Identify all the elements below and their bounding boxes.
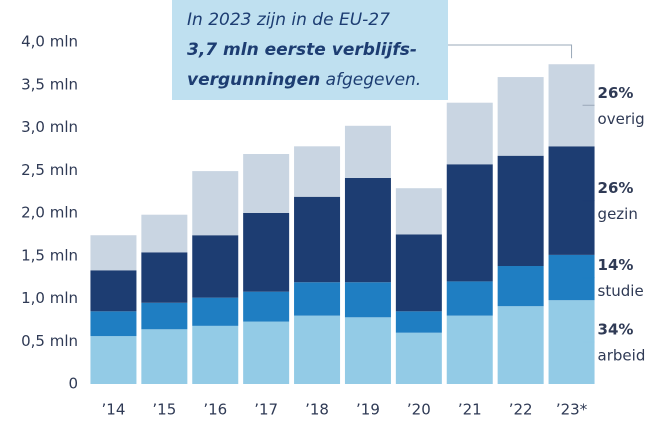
bar-segment	[243, 213, 290, 292]
annotation-segment: In 2023 zijn in de EU-27	[187, 10, 390, 30]
x-tick-label: ’18	[305, 401, 329, 419]
x-tick-label: ’23*	[556, 401, 588, 419]
bar-segment	[294, 146, 341, 197]
x-tick-label: ’17	[254, 401, 278, 419]
bar-segment	[497, 306, 544, 384]
y-tick-label: 0	[68, 375, 78, 393]
legend-share: 34%	[598, 321, 634, 339]
bar-segment	[497, 266, 544, 307]
x-tick-label: ’19	[356, 401, 380, 419]
bar-segment	[243, 154, 290, 213]
annotation-segment: afgegeven.	[320, 70, 421, 90]
bar-segment	[90, 311, 137, 337]
bar-segment	[344, 177, 391, 283]
legend-share: 26%	[598, 179, 634, 197]
y-tick-label: 0,5 mln	[21, 332, 78, 350]
bar-segment	[141, 329, 188, 384]
bar-segment	[395, 188, 442, 235]
bar-segment	[141, 252, 188, 303]
x-tick-label: ’16	[203, 401, 227, 419]
legend-share: 14%	[598, 256, 634, 274]
bar-segment	[192, 297, 239, 326]
bar-segment	[294, 196, 341, 283]
legend-name: studie	[598, 282, 644, 300]
bar-segment	[192, 171, 239, 236]
annotation-segment: vergunningen	[187, 70, 320, 90]
bar-segment	[243, 321, 290, 384]
annotation-text: 3,7 mln eerste verblijfs-	[187, 40, 417, 60]
bar-segment	[395, 311, 442, 333]
bar-segment	[192, 325, 239, 384]
bar-segment	[192, 235, 239, 298]
x-tick-label: ’14	[102, 401, 126, 419]
annotation-text: vergunningen afgegeven.	[187, 70, 421, 90]
bar-segment	[344, 282, 391, 318]
y-tick-label: 1,0 mln	[21, 289, 78, 307]
bar-segment	[294, 282, 341, 316]
bar-segment	[344, 317, 391, 384]
x-tick-label: ’21	[458, 401, 482, 419]
bar-segment	[446, 315, 493, 384]
bar-segment	[90, 270, 137, 312]
bar-segment	[446, 281, 493, 316]
annotation-segment: 3,7 mln eerste verblijfs-	[187, 40, 417, 60]
bar-segment	[344, 125, 391, 178]
annotation-text: In 2023 zijn in de EU-27	[187, 10, 390, 30]
annotation-box	[172, 0, 448, 100]
leader-line	[448, 44, 573, 59]
y-tick-label: 1,5 mln	[21, 246, 78, 264]
bar-segment	[141, 302, 188, 330]
legend-name: arbeid	[598, 347, 646, 365]
bar-segment	[395, 234, 442, 312]
bar-segment	[446, 102, 493, 165]
bar-segment	[294, 315, 341, 384]
legend-name: gezin	[598, 205, 638, 223]
bar-segment	[90, 336, 137, 384]
y-tick-label: 2,0 mln	[21, 204, 78, 222]
bar-segment	[90, 235, 137, 271]
x-tick-label: ’22	[509, 401, 533, 419]
y-tick-label: 2,5 mln	[21, 161, 78, 179]
bar-segment	[497, 77, 544, 156]
bar-segment	[395, 332, 442, 384]
bar-segment	[446, 164, 493, 282]
y-tick-label: 3,0 mln	[21, 118, 78, 136]
bar-segment	[497, 155, 544, 267]
bar-segment	[141, 214, 188, 253]
bar-segment	[243, 291, 290, 322]
legend-name: overig	[598, 110, 645, 128]
x-tick-label: ’15	[152, 401, 176, 419]
y-tick-label: 3,5 mln	[21, 75, 78, 93]
x-tick-label: ’20	[407, 401, 431, 419]
y-tick-label: 4,0 mln	[21, 33, 78, 51]
legend-share: 26%	[598, 84, 634, 102]
